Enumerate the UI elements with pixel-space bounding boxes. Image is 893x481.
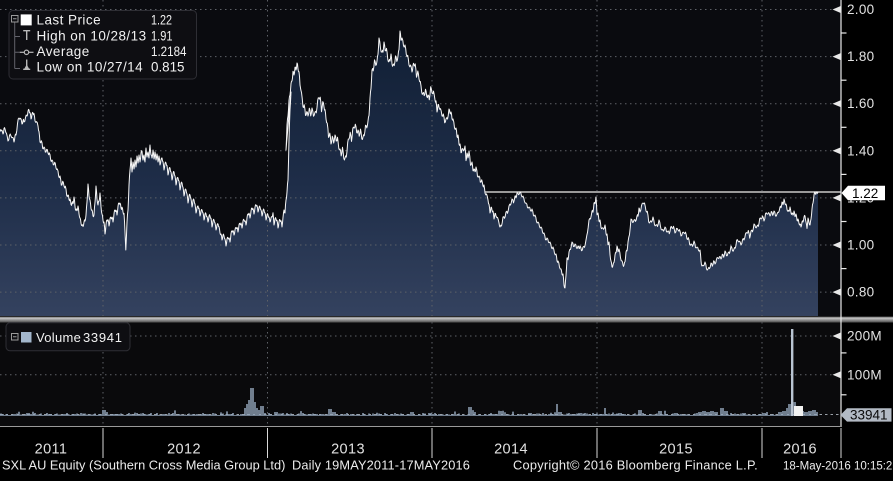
- svg-text:2015: 2015: [659, 442, 693, 458]
- svg-text:1.91: 1.91: [151, 28, 173, 43]
- svg-text:1.22: 1.22: [151, 13, 172, 28]
- svg-text:1.60: 1.60: [847, 96, 874, 111]
- svg-text:0.815: 0.815: [151, 60, 185, 75]
- svg-text:18-May-2016 10:15:26: 18-May-2016 10:15:26: [783, 461, 893, 473]
- svg-text:2011: 2011: [35, 442, 68, 458]
- svg-text:1.00: 1.00: [847, 238, 874, 253]
- svg-text:1.22: 1.22: [852, 186, 878, 201]
- svg-text:Daily 19MAY2011-17MAY2016: Daily 19MAY2011-17MAY2016: [292, 458, 470, 473]
- svg-text:200M: 200M: [847, 329, 882, 344]
- svg-text:Last Price: Last Price: [37, 13, 102, 28]
- svg-text:Average: Average: [37, 44, 90, 59]
- svg-text:2013: 2013: [331, 442, 365, 458]
- svg-text:33941: 33941: [850, 408, 888, 423]
- svg-text:Low on 10/27/14: Low on 10/27/14: [37, 60, 144, 75]
- svg-text:0.80: 0.80: [847, 285, 874, 300]
- svg-text:2014: 2014: [494, 442, 528, 458]
- svg-text:1.2184: 1.2184: [151, 44, 187, 59]
- svg-text:High on 10/28/13: High on 10/28/13: [37, 28, 147, 43]
- svg-text:Copyright© 2016 Bloomberg Fina: Copyright© 2016 Bloomberg Finance L.P.: [513, 458, 758, 473]
- svg-text:SXL AU Equity (Southern Cross: SXL AU Equity (Southern Cross Media Grou…: [2, 458, 285, 473]
- svg-text:2012: 2012: [167, 442, 201, 458]
- svg-text:2.00: 2.00: [847, 2, 874, 17]
- svg-text:100M: 100M: [847, 367, 882, 382]
- svg-text:33941: 33941: [83, 330, 123, 345]
- svg-text:2016: 2016: [783, 442, 817, 458]
- svg-text:Volume: Volume: [36, 330, 81, 345]
- svg-text:1.80: 1.80: [847, 49, 874, 64]
- svg-text:1.40: 1.40: [847, 143, 874, 158]
